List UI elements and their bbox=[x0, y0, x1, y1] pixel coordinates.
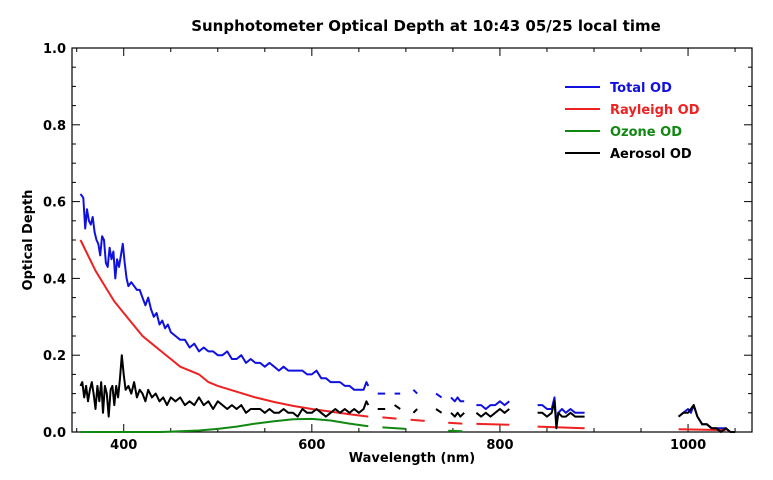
series-line bbox=[382, 416, 397, 420]
legend-label: Aerosol OD bbox=[610, 147, 692, 162]
y-tick-label: 0.4 bbox=[43, 272, 66, 287]
legend-label: Ozone OD bbox=[610, 125, 682, 140]
series-aerosol-od bbox=[79, 354, 736, 433]
legend: Total OD Rayleigh OD Ozone OD Aerosol OD bbox=[565, 81, 700, 162]
axis-ticks: 0.0 0.2 0.4 0.6 0.8 1.0 400 600 800 1000 bbox=[43, 42, 752, 453]
x-tick-label: 1000 bbox=[670, 438, 706, 453]
y-tick-label: 1.0 bbox=[43, 42, 66, 57]
legend-label: Total OD bbox=[610, 81, 672, 96]
series-total-od bbox=[79, 193, 736, 433]
series-rayleigh-od bbox=[79, 239, 726, 432]
y-tick-label: 0.8 bbox=[43, 119, 66, 134]
x-tick-label: 800 bbox=[486, 438, 513, 453]
series-line bbox=[412, 389, 418, 395]
x-axis-label: Wavelength (nm) bbox=[349, 451, 475, 466]
series-group bbox=[79, 193, 736, 433]
y-tick-label: 0.6 bbox=[43, 196, 66, 211]
series-line bbox=[79, 193, 370, 391]
series-line bbox=[537, 425, 585, 430]
series-line bbox=[476, 400, 510, 410]
series-line bbox=[435, 392, 443, 399]
series-line bbox=[410, 418, 425, 422]
y-tick-label: 0.0 bbox=[43, 426, 66, 441]
series-line bbox=[537, 396, 585, 426]
series-line bbox=[79, 239, 369, 418]
chart-title: Sunphotometer Optical Depth at 10:43 05/… bbox=[191, 17, 661, 35]
series-line bbox=[450, 396, 465, 403]
series-line bbox=[412, 408, 418, 414]
series-line bbox=[677, 404, 736, 433]
series-line bbox=[382, 426, 406, 430]
series-line bbox=[79, 354, 370, 418]
series-line bbox=[80, 417, 369, 433]
y-axis-label: Optical Depth bbox=[21, 190, 36, 291]
series-line bbox=[537, 400, 585, 430]
series-line bbox=[475, 408, 510, 418]
y-tick-label: 0.2 bbox=[43, 349, 66, 364]
series-line bbox=[450, 411, 465, 418]
series-line bbox=[448, 421, 463, 425]
x-tick-label: 400 bbox=[110, 438, 137, 453]
legend-label: Rayleigh OD bbox=[610, 103, 700, 118]
series-line bbox=[394, 404, 401, 410]
x-tick-label: 600 bbox=[298, 438, 325, 453]
series-ozone-od bbox=[80, 417, 463, 433]
series-line bbox=[435, 408, 443, 414]
series-line bbox=[476, 422, 510, 426]
